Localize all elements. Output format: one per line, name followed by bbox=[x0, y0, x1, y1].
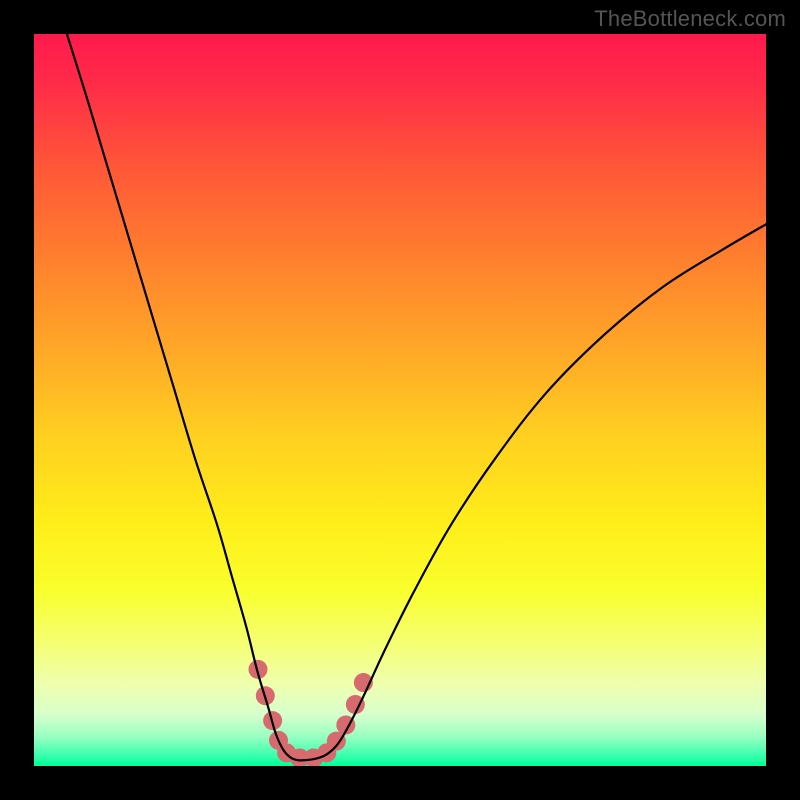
chart-svg bbox=[34, 34, 766, 766]
chart-container: TheBottleneck.com bbox=[0, 0, 800, 800]
bottleneck-curve bbox=[67, 34, 766, 760]
plot-area bbox=[34, 34, 766, 766]
watermark-text: TheBottleneck.com bbox=[594, 6, 786, 32]
